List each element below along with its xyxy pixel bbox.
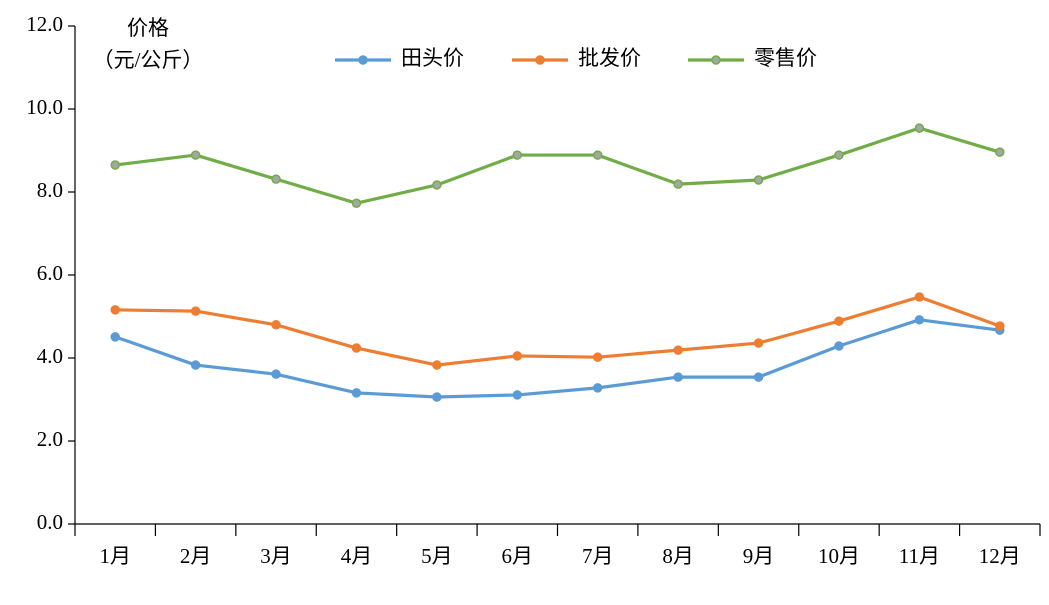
x-tick-label: 10月 — [818, 544, 860, 568]
point — [110, 332, 120, 342]
point — [432, 360, 442, 370]
point — [190, 150, 201, 160]
series-line — [115, 295, 1001, 367]
point — [673, 345, 683, 355]
legend-label: 零售价 — [754, 46, 817, 70]
y-tick-label: 10.0 — [26, 95, 63, 119]
point — [914, 315, 925, 325]
point — [190, 306, 201, 316]
point — [753, 372, 764, 382]
y-tick-label: 12.0 — [26, 12, 63, 36]
point — [271, 369, 281, 379]
point — [351, 198, 362, 208]
legend-marker — [358, 55, 368, 65]
point — [995, 147, 1005, 157]
point — [834, 150, 844, 160]
x-tick-label: 11月 — [899, 544, 940, 568]
legend-marker — [535, 55, 545, 65]
x-tick-label: 5月 — [421, 544, 453, 568]
point — [351, 388, 362, 398]
x-tick-label: 7月 — [582, 544, 614, 568]
point — [351, 343, 362, 353]
y-tick-label: 4.0 — [37, 344, 63, 368]
point — [190, 360, 201, 370]
x-tick-label: 3月 — [260, 544, 292, 568]
legend-marker — [711, 55, 721, 65]
point — [753, 338, 764, 348]
y-axis-label: （元/公斤） — [93, 48, 204, 72]
legend-label: 田头价 — [401, 46, 464, 70]
point — [995, 321, 1005, 331]
point — [592, 352, 603, 362]
x-tick-label: 6月 — [502, 544, 534, 568]
x-tick-label: 1月 — [99, 544, 131, 568]
x-tick-label: 12月 — [979, 544, 1021, 568]
point — [512, 150, 523, 160]
x-tick-label: 2月 — [180, 544, 212, 568]
x-tick-label: 8月 — [662, 544, 694, 568]
point — [834, 316, 844, 326]
y-axis-label: 价格 — [127, 16, 169, 40]
point — [592, 150, 603, 160]
point — [271, 174, 281, 184]
point — [512, 390, 523, 400]
x-tick-label: 4月 — [341, 544, 373, 568]
point — [432, 392, 442, 402]
point — [753, 175, 764, 185]
y-tick-label: 8.0 — [37, 178, 63, 202]
x-tick-label: 9月 — [743, 544, 775, 568]
point — [110, 305, 120, 315]
point — [834, 341, 844, 351]
y-tick-label: 2.0 — [37, 427, 63, 451]
y-tick-label: 0.0 — [37, 510, 63, 534]
series-line — [114, 318, 1000, 399]
point — [914, 123, 925, 133]
point — [673, 179, 683, 189]
y-tick-label: 6.0 — [37, 261, 63, 285]
point — [271, 320, 281, 330]
point — [673, 372, 683, 382]
series-line — [115, 126, 1001, 205]
point — [432, 180, 442, 190]
legend-label: 批发价 — [578, 46, 641, 70]
point — [110, 160, 120, 170]
point — [914, 292, 925, 302]
point — [512, 351, 523, 361]
point — [592, 383, 603, 393]
